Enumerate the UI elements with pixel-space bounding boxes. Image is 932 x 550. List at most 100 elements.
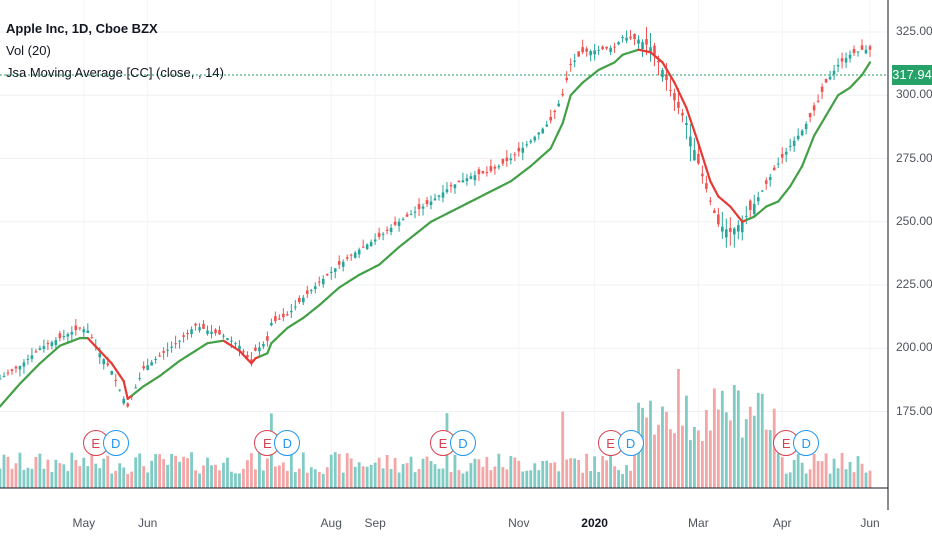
volume-bar [764,429,768,488]
candle-body [868,46,872,50]
candle-body [329,271,333,273]
candle-body [701,173,704,177]
candle-body [445,189,449,193]
candle-body [493,166,497,169]
candle-body [18,365,22,370]
ma-segment [114,368,121,377]
volume-bar [122,467,126,488]
ma-segment [565,94,572,111]
volume-bar [66,471,70,488]
dividend-badge[interactable]: D [274,430,301,456]
candle-body [812,105,816,111]
volume-bar [601,456,605,488]
candle-body [549,116,553,121]
volume-bar [341,472,345,488]
symbol-title[interactable]: Apple Inc, 1D, Cboe BZX [6,21,158,36]
candle-body [242,351,245,353]
volume-bar [457,469,461,488]
volume-bar [812,454,816,488]
volume-bar [30,468,34,488]
candle-body [2,376,6,378]
candle-body [365,244,369,249]
candle-body [505,157,509,162]
volume-bar [489,470,493,488]
volume-bar [577,459,581,488]
volume-bar [190,452,193,488]
ma-segment [266,342,273,355]
candle-body [693,150,696,161]
candle-body [621,37,624,39]
candle-body [713,210,716,213]
candle-body [497,166,501,168]
candle-body [461,180,465,183]
candle-body [629,36,632,39]
dividend-badge[interactable]: D [449,430,476,456]
candle-body [617,42,620,45]
candle-body [557,103,561,107]
candle-body [856,51,860,53]
volume-bar [273,466,277,488]
volume-bar [409,456,413,488]
candle-body [74,325,78,331]
candle-body [425,200,429,205]
ma-segment [860,67,868,77]
ma-segment [864,61,872,70]
volume-bar [373,462,377,488]
volume-bar [481,466,485,488]
candle-body [517,147,521,152]
ma-segment [549,138,556,150]
volume-bar [477,459,481,488]
grid-lines [0,0,888,488]
candle-body [198,327,201,331]
candle-body [477,169,481,175]
candle-body [828,76,832,80]
candle-body [122,398,126,404]
volume-bar [501,467,505,488]
candle-body [230,340,233,342]
volume-bar [720,390,724,488]
volume-bar [238,473,241,488]
volume-bar [421,458,425,488]
volume-bar [497,453,501,488]
candle-body [852,48,856,54]
volume-bar [134,457,138,488]
volume-bar [844,469,848,488]
candle-body [66,334,70,337]
dividend-badge[interactable]: D [102,430,129,456]
candle-body [457,180,461,183]
ma-segment [713,187,720,198]
dividend-badge[interactable]: D [617,430,644,456]
candle-body [481,171,485,174]
volume-indicator-label[interactable]: Vol (20) [6,43,51,58]
candle-body [393,221,397,225]
dividend-badge[interactable]: D [793,430,820,456]
candle-body [788,145,792,147]
volume-bar [281,462,285,488]
y-tick-label: 200.00 [896,340,932,355]
volume-bar [174,455,177,488]
price-candles [0,26,872,408]
candle-body [776,163,780,165]
volume-bar [198,473,201,488]
ma-segment [709,180,716,190]
volume-bar [868,470,872,488]
ma-segment [122,380,129,400]
volume-bar [505,469,509,488]
volume-bar [22,469,26,488]
volume-bar [118,463,122,488]
candle-body [210,331,213,334]
volume-bar [413,472,417,488]
volume-bar [2,454,6,488]
volume-bar [661,406,664,488]
ma-segment [801,154,808,168]
candle-body [246,355,249,358]
volume-bar [840,452,844,488]
candle-body [86,330,90,334]
candle-body [214,329,217,334]
candle-body [665,74,668,81]
volume-bar [545,460,549,488]
ma-segment [118,374,125,383]
ma-indicator-label[interactable]: Jsa Moving Average [CC] (close, , 14) [6,65,224,80]
volume-bar [170,453,174,488]
candle-body [804,123,808,130]
